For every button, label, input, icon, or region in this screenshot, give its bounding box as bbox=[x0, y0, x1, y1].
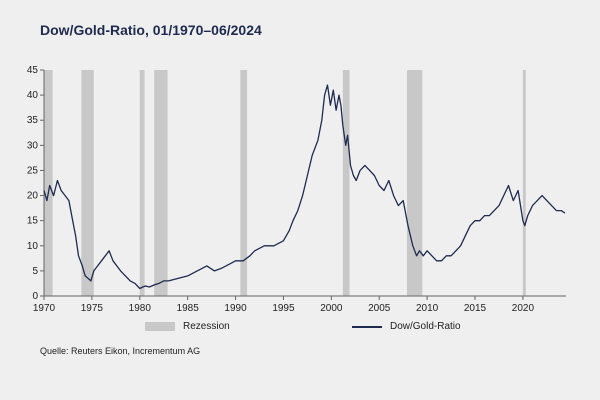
recession-band-4 bbox=[240, 70, 248, 296]
legend-recession-swatch bbox=[145, 322, 175, 331]
recession-band-5 bbox=[342, 70, 350, 296]
legend-recession-label: Rezession bbox=[183, 321, 230, 332]
recession-band-6 bbox=[407, 70, 423, 296]
x-tick-label-2010: 2010 bbox=[416, 303, 439, 314]
x-tick-label-1990: 1990 bbox=[224, 303, 247, 314]
legend-recession: Rezession bbox=[145, 321, 230, 332]
series-line-dow-gold-ratio bbox=[43, 84, 566, 290]
y-tick-label-35: 35 bbox=[27, 115, 39, 126]
recession-band-0 bbox=[44, 70, 53, 296]
y-tick-label-30: 30 bbox=[27, 140, 39, 151]
recession-band-1 bbox=[81, 70, 94, 296]
y-tick-label-10: 10 bbox=[27, 241, 39, 252]
y-tick-label-20: 20 bbox=[27, 191, 39, 202]
x-tick-label-1985: 1985 bbox=[177, 303, 200, 314]
recession-band-3 bbox=[154, 70, 168, 296]
chart-title: Dow/Gold-Ratio, 01/1970–06/2024 bbox=[40, 22, 262, 38]
y-tick-label-25: 25 bbox=[27, 165, 39, 176]
y-tick-label-0: 0 bbox=[32, 291, 38, 302]
recession-band-2 bbox=[139, 70, 145, 296]
x-tick-label-1980: 1980 bbox=[129, 303, 152, 314]
x-tick-label-2005: 2005 bbox=[368, 303, 391, 314]
y-tick-label-5: 5 bbox=[32, 266, 38, 277]
x-tick-label-1995: 1995 bbox=[272, 303, 295, 314]
x-tick-label-2000: 2000 bbox=[320, 303, 343, 314]
y-tick-label-40: 40 bbox=[27, 90, 39, 101]
source-note: Quelle: Reuters Eikon, Incrementum AG bbox=[40, 346, 201, 356]
x-tick-label-2015: 2015 bbox=[464, 303, 487, 314]
legend-ratio: Dow/Gold-Ratio bbox=[352, 321, 461, 332]
x-tick-label-1975: 1975 bbox=[81, 303, 104, 314]
y-tick-label-15: 15 bbox=[27, 216, 39, 227]
y-tick-label-45: 45 bbox=[27, 65, 39, 76]
legend-ratio-swatch bbox=[352, 325, 382, 328]
x-tick-label-2020: 2020 bbox=[512, 303, 535, 314]
x-tick-label-1970: 1970 bbox=[33, 303, 56, 314]
recession-band-7 bbox=[522, 70, 526, 296]
legend-ratio-label: Dow/Gold-Ratio bbox=[390, 321, 461, 332]
